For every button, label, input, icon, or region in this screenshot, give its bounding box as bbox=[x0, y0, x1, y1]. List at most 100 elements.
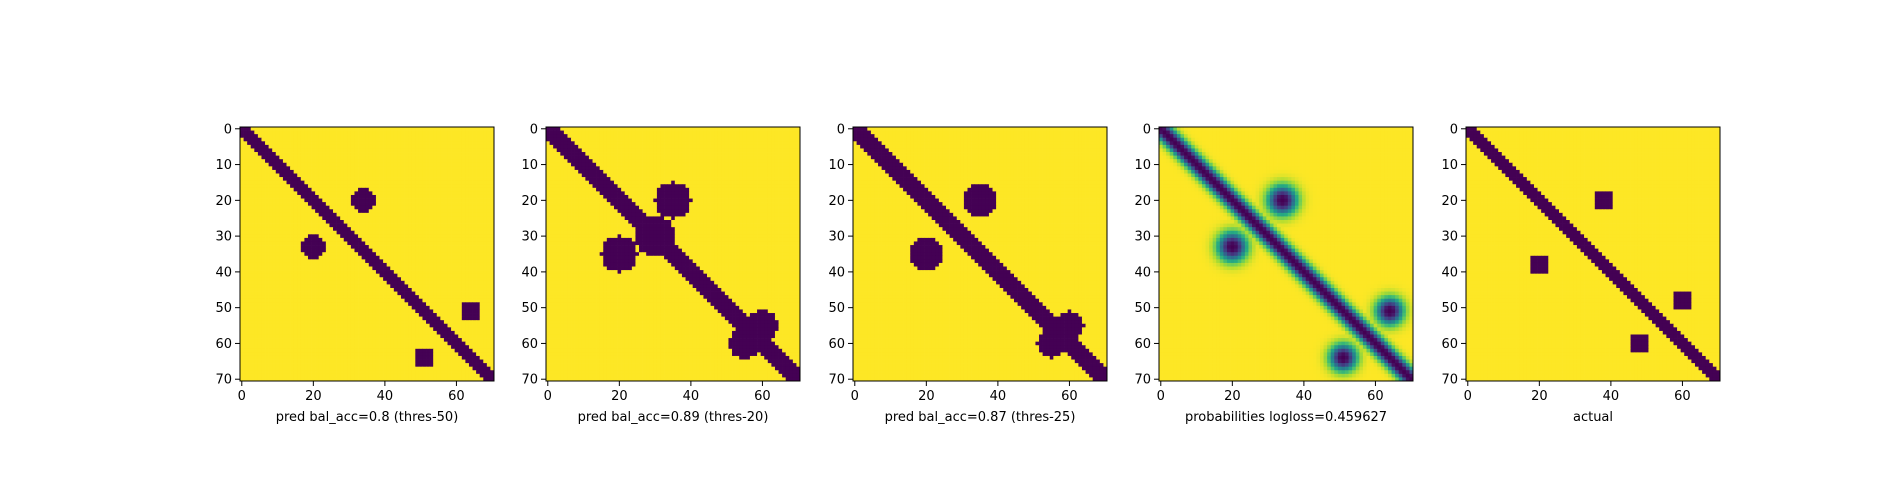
heatmap-cell bbox=[344, 216, 348, 220]
heatmap-cell bbox=[415, 231, 419, 235]
heatmap-cell bbox=[433, 345, 437, 349]
heatmap-cell bbox=[433, 306, 437, 310]
heatmap-cell bbox=[401, 345, 405, 349]
heatmap-cell bbox=[244, 234, 248, 238]
heatmap-cell bbox=[487, 152, 491, 156]
heatmap-cell bbox=[426, 356, 430, 360]
heatmap-cell bbox=[401, 245, 405, 249]
heatmap-cell bbox=[473, 317, 477, 321]
heatmap-cell bbox=[272, 206, 276, 210]
heatmap-cell bbox=[369, 320, 373, 324]
heatmap-cell bbox=[419, 156, 423, 160]
heatmap-cell bbox=[455, 220, 459, 224]
heatmap-cell bbox=[419, 338, 423, 342]
heatmap-cell bbox=[265, 181, 269, 185]
heatmap-cell bbox=[362, 313, 366, 317]
heatmap-cell bbox=[426, 231, 430, 235]
heatmap-cell bbox=[465, 213, 469, 217]
heatmap-cell bbox=[276, 145, 280, 149]
heatmap-cell bbox=[329, 213, 333, 217]
heatmap-cell bbox=[462, 342, 466, 346]
heatmap-cell bbox=[261, 295, 265, 299]
heatmap-cell bbox=[433, 324, 437, 328]
heatmap-cell bbox=[337, 249, 341, 253]
heatmap-cell bbox=[272, 213, 276, 217]
heatmap-cell bbox=[469, 324, 473, 328]
heatmap-cell bbox=[372, 141, 376, 145]
heatmap-cell bbox=[247, 320, 251, 324]
heatmap-cell bbox=[437, 356, 441, 360]
heatmap-cell bbox=[480, 227, 484, 231]
heatmap-cell bbox=[430, 145, 434, 149]
heatmap-cell bbox=[319, 277, 323, 281]
heatmap-cell bbox=[319, 206, 323, 210]
heatmap-cell bbox=[272, 195, 276, 199]
heatmap-cell bbox=[315, 299, 319, 303]
heatmap-cell bbox=[462, 331, 466, 335]
heatmap-cell bbox=[261, 152, 265, 156]
heatmap-cell bbox=[401, 288, 405, 292]
heatmap-cell bbox=[301, 227, 305, 231]
heatmap-cell bbox=[272, 309, 276, 313]
heatmap-cell bbox=[426, 281, 430, 285]
heatmap-cell bbox=[347, 306, 351, 310]
heatmap-cell bbox=[365, 306, 369, 310]
heatmap-cell bbox=[329, 274, 333, 278]
heatmap-cell bbox=[265, 252, 269, 256]
heatmap-cell bbox=[354, 352, 358, 356]
heatmap-cell bbox=[329, 317, 333, 321]
heatmap-cell bbox=[340, 327, 344, 331]
heatmap-cell bbox=[240, 213, 244, 217]
heatmap-cell bbox=[437, 299, 441, 303]
heatmap-cell bbox=[365, 259, 369, 263]
heatmap-cell bbox=[347, 199, 351, 203]
heatmap-cell bbox=[358, 306, 362, 310]
heatmap-cell bbox=[287, 206, 291, 210]
heatmap-cell bbox=[351, 374, 355, 378]
heatmap-cell bbox=[329, 134, 333, 138]
heatmap-cell bbox=[387, 206, 391, 210]
heatmap-cell bbox=[301, 331, 305, 335]
heatmap-cell bbox=[480, 281, 484, 285]
heatmap-cell bbox=[254, 188, 258, 192]
heatmap-cell bbox=[333, 206, 337, 210]
heatmap-cell bbox=[390, 195, 394, 199]
heatmap-cell bbox=[276, 306, 280, 310]
heatmap-cell bbox=[240, 231, 244, 235]
heatmap-cell bbox=[369, 338, 373, 342]
heatmap-cell bbox=[362, 174, 366, 178]
heatmap-cell bbox=[480, 327, 484, 331]
heatmap-cell bbox=[422, 256, 426, 260]
heatmap-cell bbox=[304, 227, 308, 231]
heatmap-cell bbox=[412, 134, 416, 138]
heatmap-cell bbox=[329, 292, 333, 296]
heatmap-cell bbox=[304, 141, 308, 145]
heatmap-cell bbox=[419, 363, 423, 367]
heatmap-cell bbox=[422, 267, 426, 271]
heatmap-cell bbox=[287, 370, 291, 374]
heatmap-cell bbox=[351, 166, 355, 170]
heatmap-cell bbox=[476, 374, 480, 378]
heatmap-cell bbox=[322, 163, 326, 167]
heatmap-cell bbox=[376, 334, 380, 338]
heatmap-cell bbox=[426, 256, 430, 260]
heatmap-cell bbox=[247, 163, 251, 167]
heatmap-cell bbox=[426, 174, 430, 178]
heatmap-cell bbox=[412, 156, 416, 160]
heatmap-cell bbox=[405, 288, 409, 292]
heatmap-cell bbox=[422, 349, 426, 353]
heatmap-cell bbox=[312, 367, 316, 371]
heatmap-cell bbox=[372, 295, 376, 299]
heatmap-cell bbox=[251, 360, 255, 364]
heatmap-cell bbox=[312, 138, 316, 142]
heatmap-cell bbox=[383, 249, 387, 253]
heatmap-cell bbox=[426, 156, 430, 160]
heatmap-cell bbox=[447, 220, 451, 224]
heatmap-cell bbox=[312, 331, 316, 335]
heatmap-cell bbox=[415, 216, 419, 220]
heatmap-cell bbox=[329, 324, 333, 328]
heatmap-cell bbox=[487, 148, 491, 152]
heatmap-cell bbox=[383, 277, 387, 281]
heatmap-cell bbox=[444, 163, 448, 167]
heatmap-cell bbox=[287, 302, 291, 306]
